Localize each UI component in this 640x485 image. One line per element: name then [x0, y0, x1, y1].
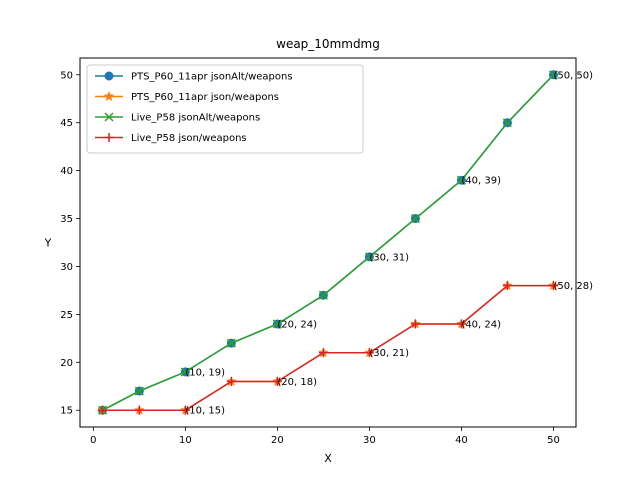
legend-label: Live_P58 jsonAlt/weapons: [131, 113, 260, 124]
point-annotation: (20, 18): [277, 377, 317, 388]
series-4-point: [456, 319, 466, 329]
series-4-point: [410, 319, 420, 329]
series-3-point: [134, 386, 144, 396]
y-tick-label: 20: [60, 358, 73, 369]
legend-marker: [104, 71, 114, 81]
legend-item: Live_P58 jsonAlt/weapons: [95, 112, 260, 124]
point-annotations: (10, 19) (20, 24) (30, 31) (40, 39) (50, 50)…: [185, 70, 593, 416]
legend-label: Live_P58 json/weapons: [131, 133, 247, 144]
point-annotation: (40, 39): [461, 176, 501, 187]
x-tick-label: 50: [547, 435, 560, 446]
y-tick-label: 30: [60, 262, 73, 273]
series-3: [98, 70, 558, 415]
series-3-point: [272, 319, 282, 329]
y-tick-label: 25: [60, 310, 73, 321]
point-annotation: (10, 15): [185, 406, 225, 417]
y-tick-label: 50: [60, 70, 73, 81]
series-4-point: [548, 281, 558, 291]
x-tick-label: 40: [455, 435, 468, 446]
series-4-point: [98, 405, 108, 415]
series-3-point: [410, 214, 420, 224]
x-axis-label: X: [324, 452, 332, 465]
point-annotation: (30, 31): [369, 252, 409, 263]
legend-item: Live_P58 json/weapons: [95, 133, 247, 144]
point-annotation: (50, 50): [553, 70, 593, 81]
legend-marker: [104, 133, 114, 142]
y-tick-label: 35: [60, 214, 73, 225]
series-4-point: [272, 376, 282, 386]
series-3-point: [226, 338, 236, 348]
series-3-point: [318, 290, 328, 300]
y-tick-label: 40: [60, 166, 73, 177]
point-annotation: (30, 21): [369, 348, 409, 359]
legend-marker: [104, 112, 114, 122]
plot-marks: [97, 70, 559, 415]
series-4: [98, 281, 558, 415]
point-annotation: (50, 28): [553, 281, 593, 292]
series-3-point: [548, 70, 558, 80]
legend-item: PTS_P60_11apr json/weapons: [95, 90, 279, 103]
series-4-point: [226, 376, 236, 386]
legend-label: PTS_P60_11apr json/weapons: [131, 92, 279, 103]
x-tick-label: 0: [90, 435, 96, 446]
series-3-point: [364, 252, 374, 262]
series-3-point: [180, 367, 190, 377]
legend-marker: [103, 90, 115, 102]
axis-ticks: 0 10 20 30 40 50 15 20 25 30 35 40 45 50: [60, 70, 560, 446]
series-4-point: [180, 405, 190, 415]
x-tick-label: 30: [363, 435, 376, 446]
y-tick-label: 15: [60, 406, 73, 417]
point-annotation: (20, 24): [277, 319, 317, 330]
series-4-point: [364, 348, 374, 358]
plot-frame: [79, 57, 577, 428]
legend-label: PTS_P60_11apr jsonAlt/weapons: [131, 72, 293, 83]
y-axis-label: Y: [44, 237, 52, 250]
legend-box: [86, 64, 364, 154]
legend: PTS_P60_11apr jsonAlt/weapons PTS_P60_11a…: [86, 64, 364, 154]
x-tick-label: 20: [271, 435, 284, 446]
y-tick-label: 45: [60, 118, 73, 129]
legend-item: PTS_P60_11apr jsonAlt/weapons: [95, 71, 293, 83]
point-annotation: (40, 24): [461, 319, 501, 330]
x-tick-label: 10: [179, 435, 192, 446]
series-3-point: [456, 175, 466, 185]
chart-title: weap_10mmdmg: [276, 37, 380, 51]
series-3-point: [502, 118, 512, 128]
series-4-point: [502, 281, 512, 291]
series-4-point: [318, 348, 328, 358]
point-annotation: (10, 19): [185, 367, 225, 378]
series-4-point: [134, 405, 144, 415]
